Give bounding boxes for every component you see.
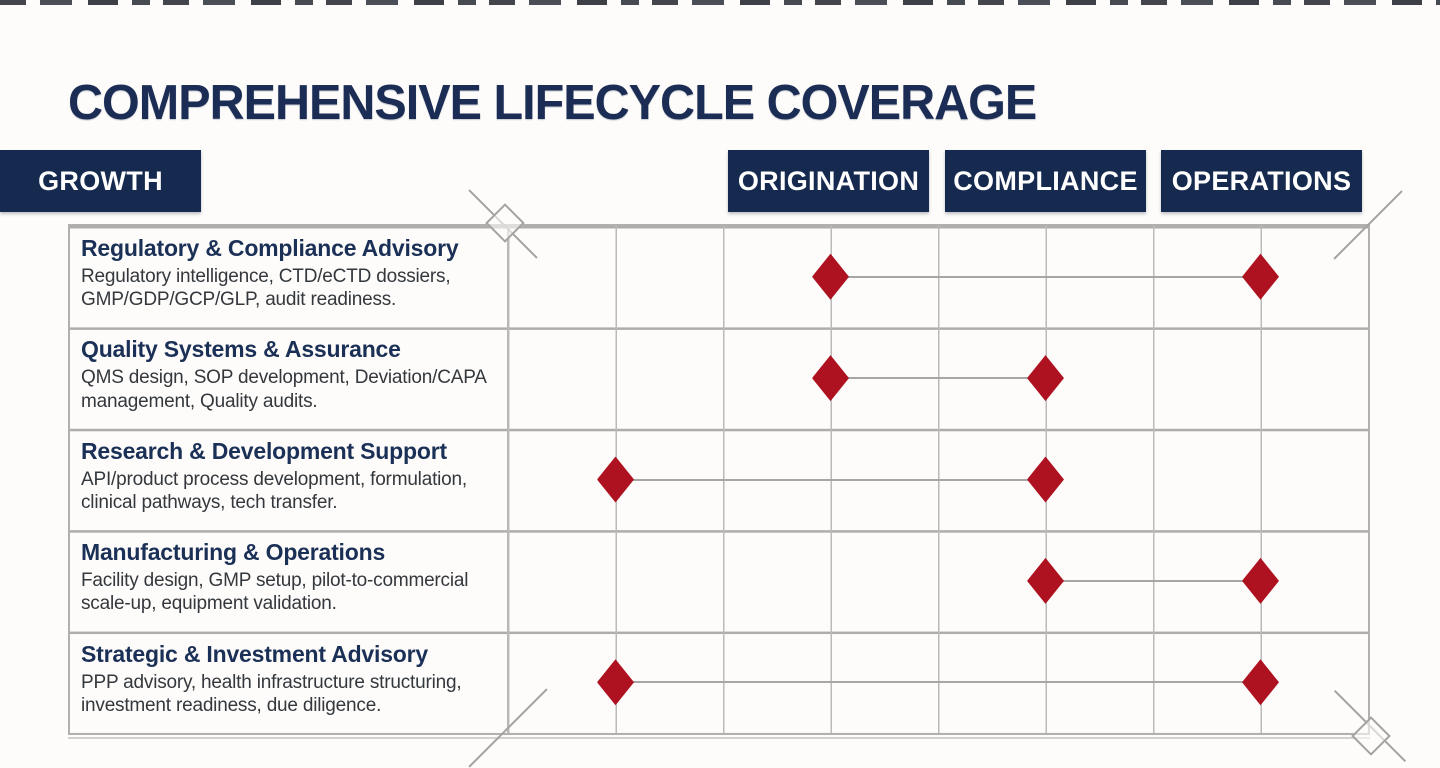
- stage-header-operations: OPERATIONS: [1161, 150, 1362, 212]
- service-title: Strategic & Investment Advisory: [81, 640, 428, 667]
- service-row-research: Research & Development Support API/produ…: [70, 429, 507, 530]
- stage-header-origination: ORIGINATION: [728, 150, 929, 212]
- service-title: Regulatory & Compliance Advisory: [81, 235, 459, 261]
- coverage-connector: [830, 275, 1261, 278]
- service-description: API/product process development, formula…: [81, 468, 467, 513]
- coverage-marker-diamond: [812, 253, 849, 300]
- coverage-connector: [615, 681, 1261, 684]
- coverage-connector: [830, 377, 1046, 380]
- coverage-connector: [615, 478, 1046, 481]
- stage-header-label: ORIGINATION: [737, 165, 920, 196]
- coverage-marker-diamond: [597, 659, 634, 706]
- service-description: QMS design, SOP development, Deviation/C…: [81, 367, 486, 412]
- stage-header-compliance: COMPLIANCE: [945, 150, 1146, 212]
- service-row-regulatory: Regulatory & Compliance Advisory Regulat…: [70, 226, 507, 327]
- stage-header-label: COMPLIANCE: [953, 165, 1138, 196]
- service-title: Quality Systems & Assurance: [81, 336, 401, 363]
- coverage-matrix: Regulatory & Compliance Advisory Regulat…: [68, 224, 1370, 739]
- service-description: Regulatory intelligence, CTD/eCTD dossie…: [81, 266, 451, 311]
- page-title: COMPREHENSIVE LIFECYCLE COVERAGE: [68, 75, 1037, 130]
- service-description: Facility design, GMP setup, pilot-to-com…: [81, 570, 469, 615]
- service-row-quality: Quality Systems & Assurance QMS design, …: [70, 327, 507, 428]
- coverage-marker-diamond: [597, 456, 634, 503]
- service-row-strategic: Strategic & Investment Advisory PPP advi…: [70, 632, 507, 733]
- service-row-manufacturing: Manufacturing & Operations Facility desi…: [70, 530, 507, 631]
- stage-header-label: GROWTH: [38, 165, 163, 196]
- coverage-marker-diamond: [812, 355, 849, 402]
- stage-header-growth: GROWTH: [0, 150, 201, 212]
- service-description: PPP advisory, health infrastructure stru…: [81, 671, 462, 716]
- coverage-marker-diamond: [1027, 557, 1064, 604]
- coverage-grid: [507, 226, 1368, 733]
- stage-header-label: OPERATIONS: [1171, 165, 1352, 196]
- service-title: Manufacturing & Operations: [81, 539, 386, 566]
- clipped-top-edge-artifacts: [0, 0, 1440, 5]
- coverage-marker-diamond: [1027, 355, 1064, 402]
- coverage-marker-diamond: [1242, 659, 1279, 706]
- coverage-marker-diamond: [1242, 253, 1279, 300]
- service-title: Research & Development Support: [81, 437, 447, 464]
- service-label-column: Regulatory & Compliance Advisory Regulat…: [70, 226, 507, 733]
- coverage-connector: [1045, 579, 1261, 582]
- coverage-marker-diamond: [1242, 557, 1279, 604]
- coverage-marker-diamond: [1027, 456, 1064, 503]
